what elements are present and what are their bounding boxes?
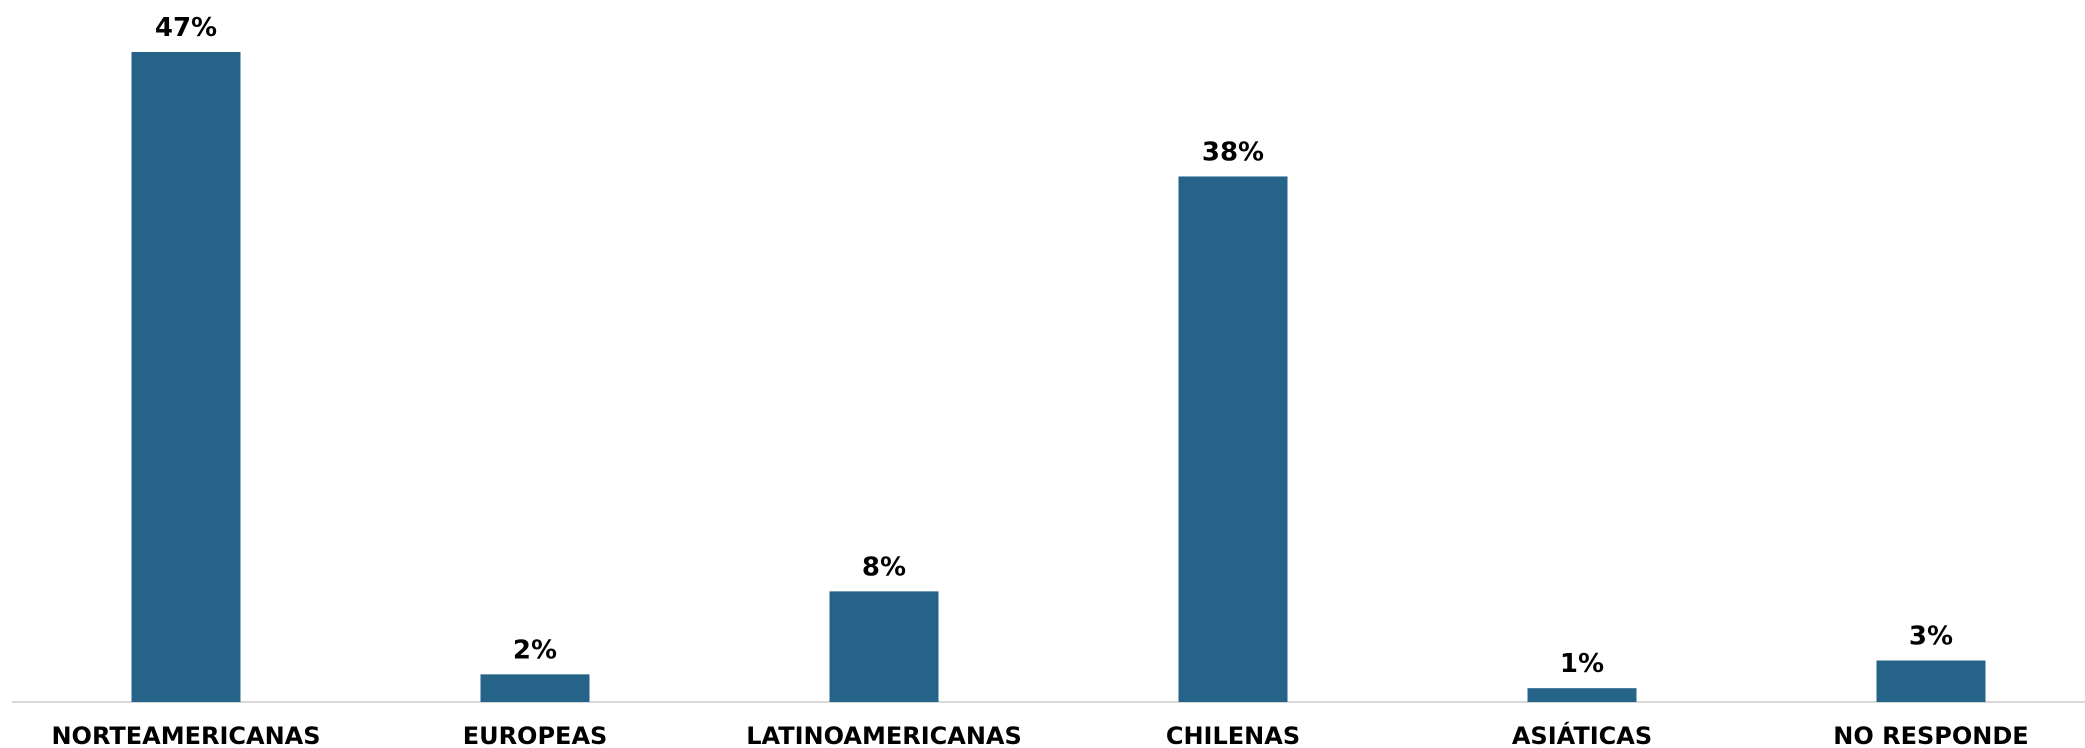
bar-2	[829, 591, 939, 702]
bar-value-label-1: 2%	[513, 635, 557, 665]
bar-5	[1876, 660, 1986, 702]
bar-value-label-3: 38%	[1202, 137, 1264, 167]
bar-1	[480, 674, 590, 702]
bar-value-label-2: 8%	[862, 552, 906, 582]
bar-value-label-0: 47%	[155, 13, 217, 43]
category-label-4: ASIÁTICAS	[1512, 721, 1652, 748]
bar-3	[1178, 176, 1288, 702]
bar-value-label-5: 3%	[1909, 622, 1953, 652]
category-label-0: NORTEAMERICANAS	[51, 722, 320, 748]
bar-value-label-4: 1%	[1560, 649, 1604, 679]
category-label-5: NO RESPONDE	[1833, 722, 2028, 748]
bar-0	[131, 52, 241, 702]
value-labels-group: 47% 2% 8% 38% 1% 3%	[155, 13, 1953, 679]
category-label-3: CHILENAS	[1166, 722, 1300, 748]
category-label-1: EUROPEAS	[463, 722, 608, 748]
bar-4	[1527, 688, 1637, 702]
category-labels-group: NORTEAMERICANAS EUROPEAS LATINOAMERICANAS C…	[51, 721, 2028, 748]
category-label-2: LATINOAMERICANAS	[746, 722, 1022, 748]
bars-group	[131, 52, 1986, 702]
